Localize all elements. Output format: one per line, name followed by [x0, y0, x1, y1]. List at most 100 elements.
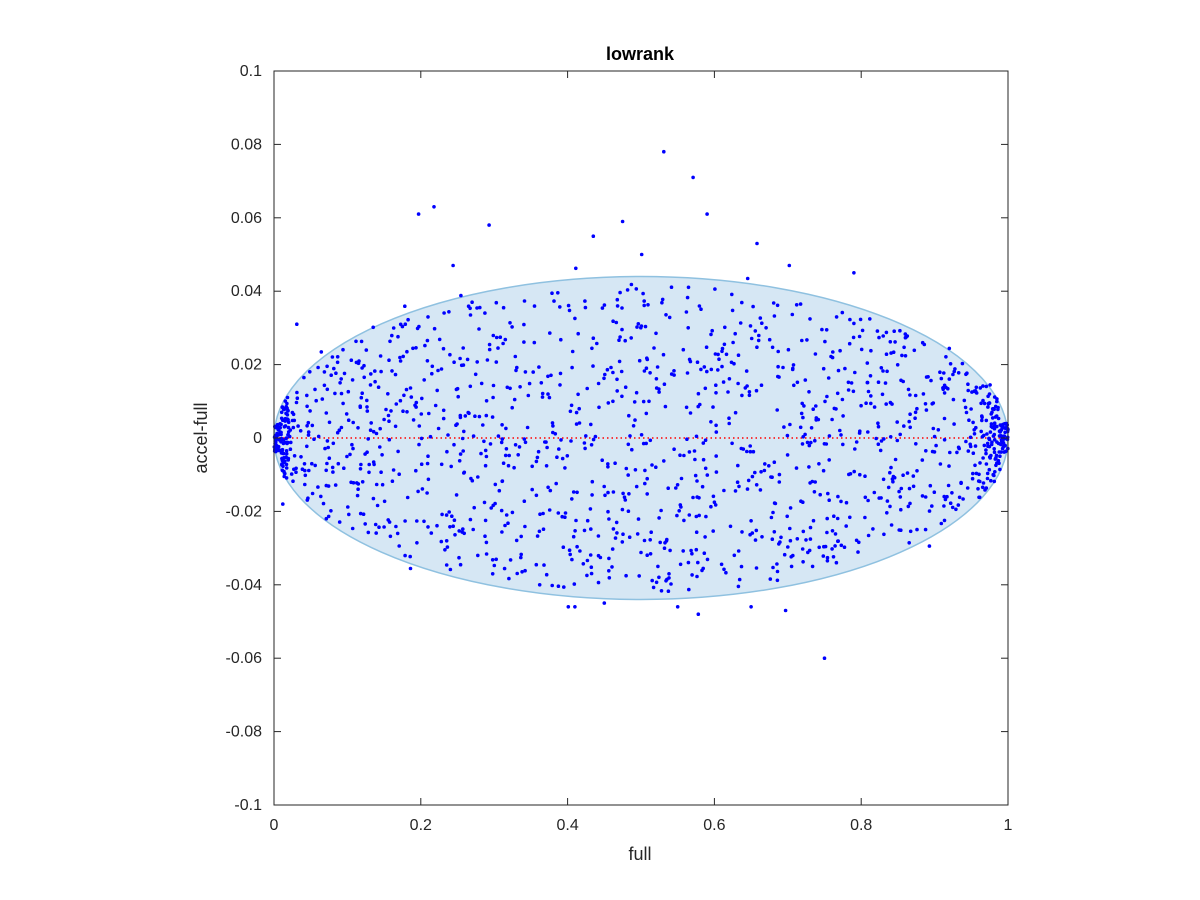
data-point — [451, 524, 456, 528]
data-point — [454, 493, 459, 497]
data-point — [926, 375, 930, 379]
data-point — [463, 414, 468, 418]
data-point — [848, 515, 852, 520]
data-point — [685, 371, 690, 375]
data-point — [770, 537, 775, 541]
data-point — [663, 404, 668, 409]
data-point — [320, 397, 325, 401]
data-point — [362, 363, 366, 368]
data-point — [408, 386, 413, 390]
data-point — [769, 515, 774, 520]
data-point — [531, 370, 535, 374]
data-point — [305, 424, 309, 428]
data-point — [921, 392, 926, 396]
data-point — [426, 454, 430, 459]
data-points — [272, 149, 1010, 660]
data-point — [833, 544, 837, 548]
data-point — [833, 532, 838, 536]
data-point — [627, 492, 631, 496]
data-point — [859, 403, 863, 408]
data-point — [658, 540, 662, 545]
data-point — [834, 560, 839, 565]
data-point — [491, 503, 496, 508]
data-point — [378, 426, 383, 431]
data-point — [948, 450, 952, 455]
data-point — [898, 432, 902, 437]
data-point — [552, 299, 556, 303]
data-point — [971, 451, 976, 456]
data-point — [685, 437, 689, 442]
data-point — [485, 358, 490, 362]
data-point — [979, 401, 983, 406]
data-point — [822, 656, 827, 660]
data-point — [523, 440, 528, 445]
data-point — [606, 462, 610, 466]
data-point — [745, 449, 749, 454]
data-point — [713, 352, 718, 356]
data-point — [551, 424, 555, 428]
data-point — [319, 350, 324, 354]
data-point — [566, 303, 571, 308]
data-point — [606, 465, 610, 469]
data-point — [893, 340, 897, 344]
data-point — [492, 563, 497, 568]
data-point — [771, 301, 776, 305]
data-point — [280, 456, 284, 461]
data-point — [501, 461, 506, 466]
data-point — [800, 547, 805, 551]
data-point — [508, 558, 513, 562]
data-point — [362, 375, 367, 380]
data-point — [886, 485, 891, 490]
data-point — [302, 462, 307, 466]
data-point — [675, 513, 679, 518]
data-point — [980, 415, 984, 420]
data-point — [810, 479, 815, 484]
data-point — [687, 450, 692, 454]
data-point — [788, 538, 793, 543]
data-point — [947, 464, 951, 468]
data-point — [950, 491, 954, 495]
data-point — [660, 300, 664, 305]
data-point — [664, 313, 668, 317]
data-point — [538, 512, 542, 516]
data-point — [280, 462, 284, 466]
data-point — [292, 418, 297, 423]
data-point — [736, 353, 741, 358]
data-point — [664, 579, 668, 583]
data-point — [331, 470, 335, 474]
data-point — [443, 548, 447, 552]
data-point — [491, 383, 496, 388]
data-point — [527, 381, 532, 386]
data-point — [1002, 422, 1006, 426]
data-point — [620, 306, 624, 310]
data-point — [568, 409, 573, 414]
data-point — [606, 509, 610, 514]
data-point — [687, 587, 691, 592]
data-point — [802, 404, 806, 408]
data-point — [895, 363, 900, 367]
data-point — [998, 454, 1002, 459]
data-point — [888, 504, 892, 509]
data-point — [695, 479, 699, 483]
data-point — [952, 422, 956, 426]
data-point — [380, 482, 385, 487]
data-point — [458, 452, 463, 456]
data-point — [800, 442, 805, 446]
data-point — [805, 440, 810, 445]
data-point — [398, 355, 402, 360]
data-point — [602, 303, 607, 307]
data-point — [985, 432, 989, 436]
data-point — [334, 371, 338, 376]
data-point — [759, 383, 764, 388]
data-point — [453, 533, 457, 537]
data-point — [646, 303, 650, 307]
data-point — [843, 366, 847, 371]
data-point — [988, 383, 992, 387]
data-point — [411, 346, 415, 351]
data-point — [705, 369, 709, 374]
data-point — [669, 285, 674, 290]
data-point — [281, 502, 285, 506]
data-point — [764, 326, 768, 330]
data-point — [369, 372, 373, 376]
data-point — [821, 554, 826, 558]
